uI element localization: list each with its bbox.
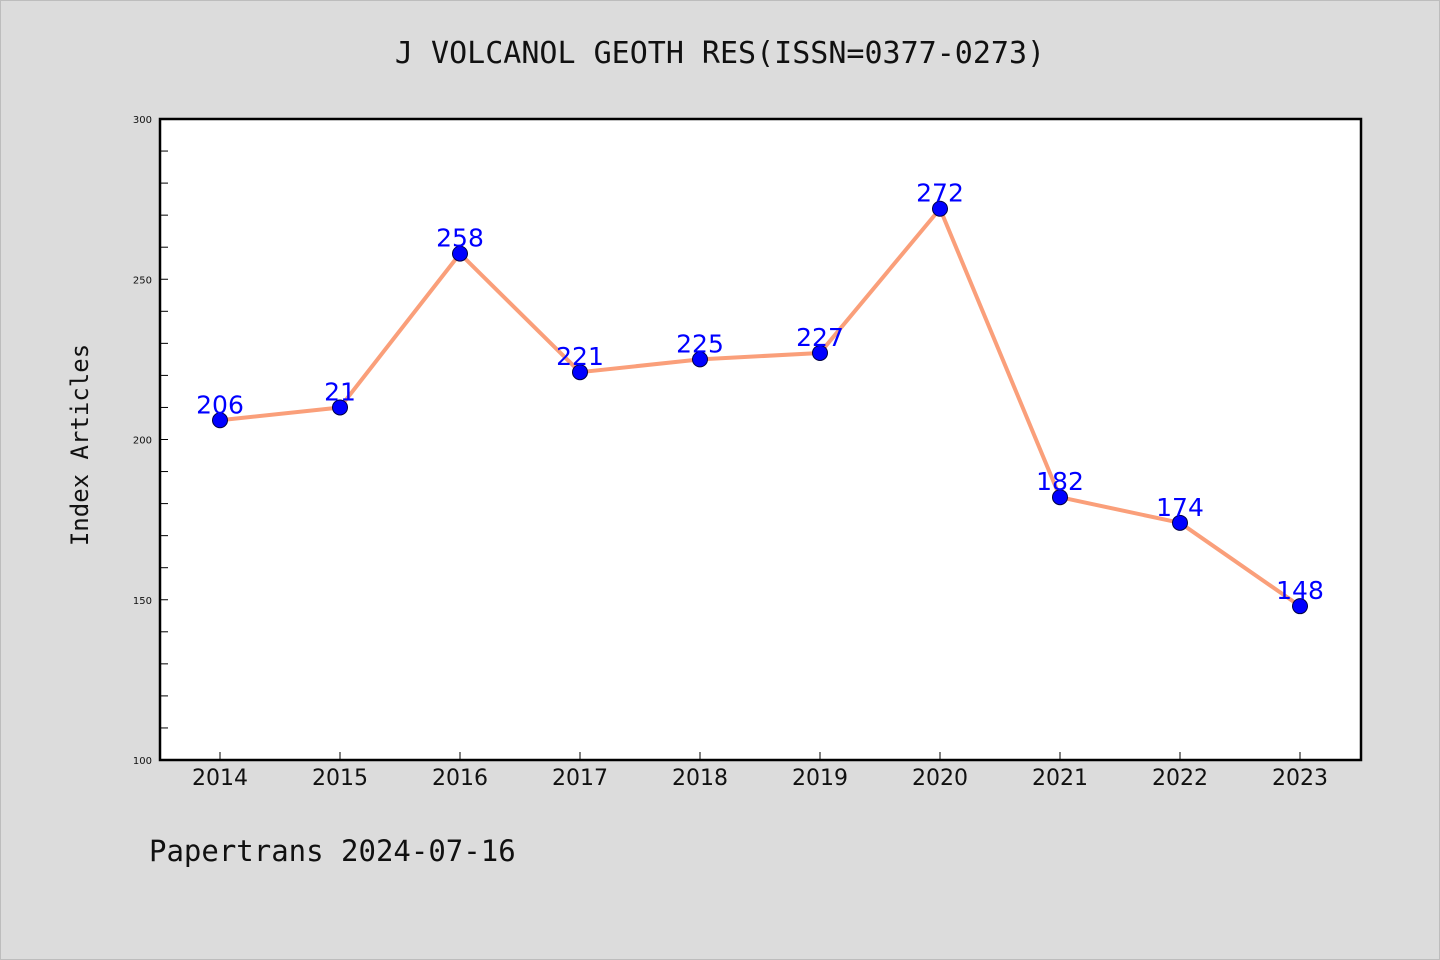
data-label: 182 <box>1036 467 1084 496</box>
data-point <box>572 364 588 381</box>
data-point <box>692 351 708 368</box>
chart-title: J VOLCANOL GEOTH RES(ISSN=0377-0273) <box>394 36 1046 71</box>
x-tick-label: 2021 <box>1032 766 1088 791</box>
data-label: 227 <box>796 323 844 352</box>
x-tick-label: 2015 <box>312 766 368 791</box>
x-tick-label: 2016 <box>432 766 488 791</box>
data-point <box>212 412 228 429</box>
data-label: 258 <box>436 224 484 253</box>
data-label: 148 <box>1276 576 1324 605</box>
data-label: 174 <box>1156 493 1204 522</box>
x-tick-label: 2017 <box>552 766 608 791</box>
data-label: 206 <box>196 390 244 419</box>
data-point <box>932 200 948 217</box>
y-tick-label: 250 <box>133 275 152 286</box>
y-tick-label: 300 <box>133 115 152 126</box>
data-point <box>1172 514 1188 531</box>
x-tick-label: 2023 <box>1272 766 1328 791</box>
x-tick-label: 2018 <box>672 766 728 791</box>
y-tick-label: 100 <box>133 756 152 767</box>
data-label: 225 <box>676 329 724 358</box>
data-point <box>332 399 348 416</box>
data-label: 21 <box>324 377 356 406</box>
x-tick-label: 2020 <box>912 766 968 791</box>
plot-area <box>160 119 1361 760</box>
y-tick-label: 200 <box>133 436 152 447</box>
data-label: 221 <box>556 342 604 371</box>
x-tick-label: 2022 <box>1152 766 1208 791</box>
data-point <box>452 245 468 262</box>
series-line <box>218 206 1302 609</box>
data-point <box>1292 598 1308 615</box>
data-point <box>1052 489 1068 506</box>
data-point <box>812 344 828 361</box>
footer-caption: Papertrans 2024-07-16 <box>149 834 516 868</box>
y-tick-label: 150 <box>133 596 152 607</box>
x-tick-label: 2019 <box>792 766 848 791</box>
data-label: 272 <box>916 179 964 208</box>
x-tick-label: 2014 <box>192 766 248 791</box>
plot-border <box>158 117 1363 762</box>
